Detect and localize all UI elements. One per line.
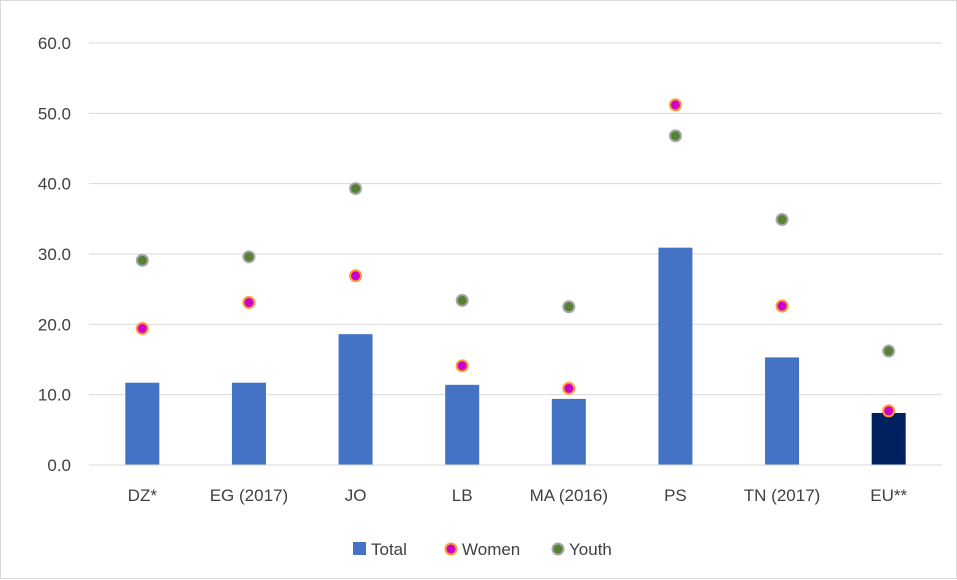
legend-label-women: Women	[462, 540, 520, 559]
marker-youth	[455, 293, 469, 307]
bar-total	[231, 382, 266, 465]
markers	[135, 98, 896, 418]
marker-youth	[562, 300, 576, 314]
y-axis-ticks: 0.0 10.0 20.0 30.0 40.0 50.0 60.0	[38, 34, 71, 475]
legend-label-total: Total	[371, 540, 407, 559]
bar-total	[125, 382, 160, 465]
x-tick-label: TN (2017)	[744, 486, 821, 505]
x-tick-label: LB	[452, 486, 473, 505]
bar-total	[871, 412, 906, 465]
marker-youth	[349, 182, 363, 196]
x-axis-ticks: DZ* EG (2017) JO LB MA (2016) PS TN (2017) EU**	[128, 486, 908, 505]
legend-marker-youth	[551, 542, 565, 556]
bar-total	[338, 334, 373, 465]
legend-swatch-total	[353, 542, 366, 555]
bars-total	[125, 247, 906, 465]
bar-total	[445, 384, 480, 465]
x-tick-label: EG (2017)	[210, 486, 288, 505]
y-tick-label: 20.0	[38, 315, 71, 334]
x-tick-label: DZ*	[128, 486, 158, 505]
x-tick-label: JO	[345, 486, 367, 505]
y-tick-label: 30.0	[38, 245, 71, 264]
bar-total	[551, 398, 586, 465]
marker-youth	[775, 213, 789, 227]
marker-women	[775, 299, 789, 313]
marker-women	[882, 404, 896, 418]
marker-women	[242, 296, 256, 310]
marker-youth	[135, 253, 149, 267]
bar-total	[765, 357, 800, 465]
y-tick-label: 50.0	[38, 104, 71, 123]
gridlines	[89, 42, 942, 396]
marker-youth	[882, 344, 896, 358]
y-tick-label: 40.0	[38, 175, 71, 194]
legend-label-youth: Youth	[569, 540, 612, 559]
legend-marker-women	[444, 542, 458, 556]
x-tick-label: MA (2016)	[530, 486, 608, 505]
legend: Total Women Youth	[353, 540, 612, 559]
x-tick-label: EU**	[870, 486, 907, 505]
x-tick-label: PS	[664, 486, 687, 505]
marker-women	[455, 359, 469, 373]
marker-women	[668, 98, 682, 112]
marker-youth	[668, 129, 682, 143]
y-tick-label: 10.0	[38, 386, 71, 405]
marker-youth	[242, 250, 256, 264]
bar-total	[658, 247, 693, 465]
y-tick-label: 0.0	[47, 456, 71, 475]
y-tick-label: 60.0	[38, 34, 71, 53]
marker-women	[135, 322, 149, 336]
marker-women	[349, 269, 363, 283]
marker-women	[562, 381, 576, 395]
